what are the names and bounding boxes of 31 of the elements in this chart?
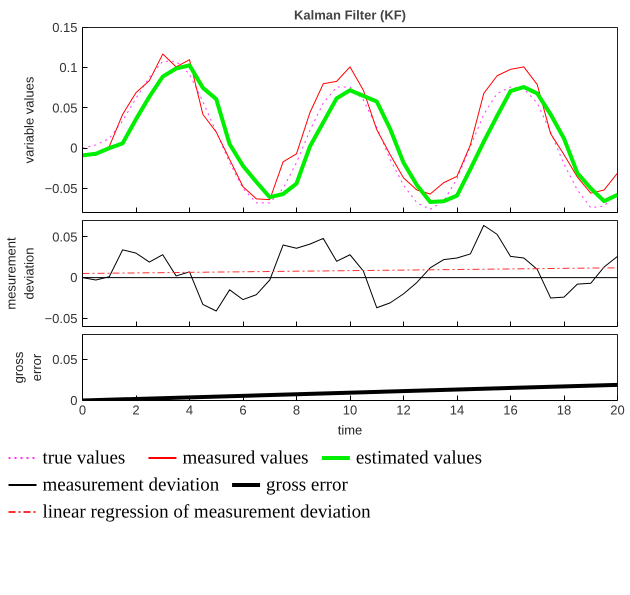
x-tick-label: 16: [503, 402, 518, 418]
legend-label: gross error: [266, 474, 349, 496]
x-tick-label: 18: [556, 402, 572, 418]
y-tick-label: 0: [70, 393, 78, 408]
x-tick-label: 10: [342, 402, 358, 418]
legend-label: true values: [42, 448, 126, 468]
y-tick-label: −0.05: [44, 180, 78, 196]
x-tick-label: 4: [186, 402, 194, 418]
y-tick-label: 0.05: [52, 229, 78, 244]
y-tick-label: −0.05: [44, 310, 78, 326]
x-tick-label: 12: [396, 402, 411, 418]
legend-label: measurement deviation: [42, 474, 220, 496]
y-tick-label: 0.05: [52, 100, 78, 116]
legend-label: linear regression of measurement deviation: [42, 502, 372, 522]
legend-label: measured values: [182, 448, 309, 468]
x-tick-label: 14: [450, 402, 464, 418]
x-tick-label: 2: [132, 402, 140, 418]
x-tick-label: 6: [239, 402, 247, 418]
y-tick-label: 0: [70, 140, 78, 156]
y-tick-label: 0: [70, 270, 78, 286]
y-axis-title: mesurement deviation: [4, 236, 37, 310]
x-tick-label: 20: [610, 402, 625, 418]
y-tick-label: 0.05: [52, 352, 78, 367]
y-tick-label: 0.1: [59, 60, 78, 76]
legend-label: estimated values: [356, 448, 482, 468]
x-axis-title: time: [338, 422, 362, 438]
y-axis-title: variable values: [22, 76, 37, 164]
x-tick-label: 8: [292, 402, 300, 418]
y-axis-title: gross error: [11, 351, 44, 384]
y-tick-label: 0.15: [52, 20, 78, 35]
chart-title: Kalman Filter (KF): [294, 8, 406, 22]
